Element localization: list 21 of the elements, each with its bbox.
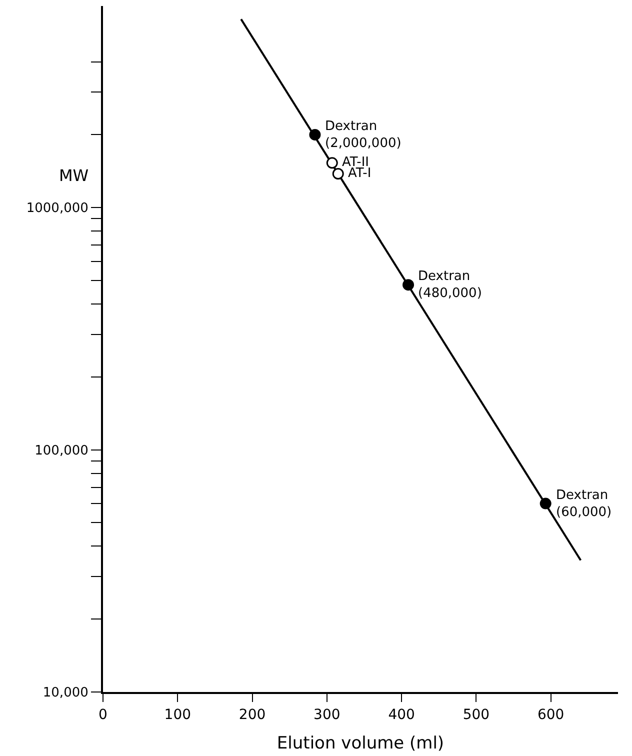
- annotation: Dextran (60,000): [556, 488, 612, 520]
- annotation: Dextran (2,000,000): [325, 119, 402, 151]
- x-tick-label: 500: [462, 706, 490, 723]
- x-tick-label: 600: [537, 706, 564, 723]
- point: [402, 279, 414, 291]
- point: [309, 128, 321, 140]
- x-tick-label: 100: [164, 706, 192, 723]
- y-tick-label: 10,000: [42, 686, 88, 701]
- x-tick-label: 300: [314, 706, 340, 723]
- x-tick-label: 400: [388, 706, 415, 723]
- x-tick-label: 200: [238, 706, 266, 723]
- y-tick-label: 1000,000: [26, 201, 88, 216]
- y-tick-label: 100,000: [34, 443, 88, 458]
- x-tick-label: 0: [98, 706, 108, 723]
- point: [332, 168, 344, 180]
- point: [326, 157, 338, 169]
- point: [540, 498, 552, 510]
- annotation: Dextran (480,000): [418, 269, 482, 301]
- x-axis-title: Elution volume (ml): [276, 734, 444, 754]
- y-axis-title: MW: [59, 166, 89, 185]
- annotation: AT-I: [348, 166, 372, 181]
